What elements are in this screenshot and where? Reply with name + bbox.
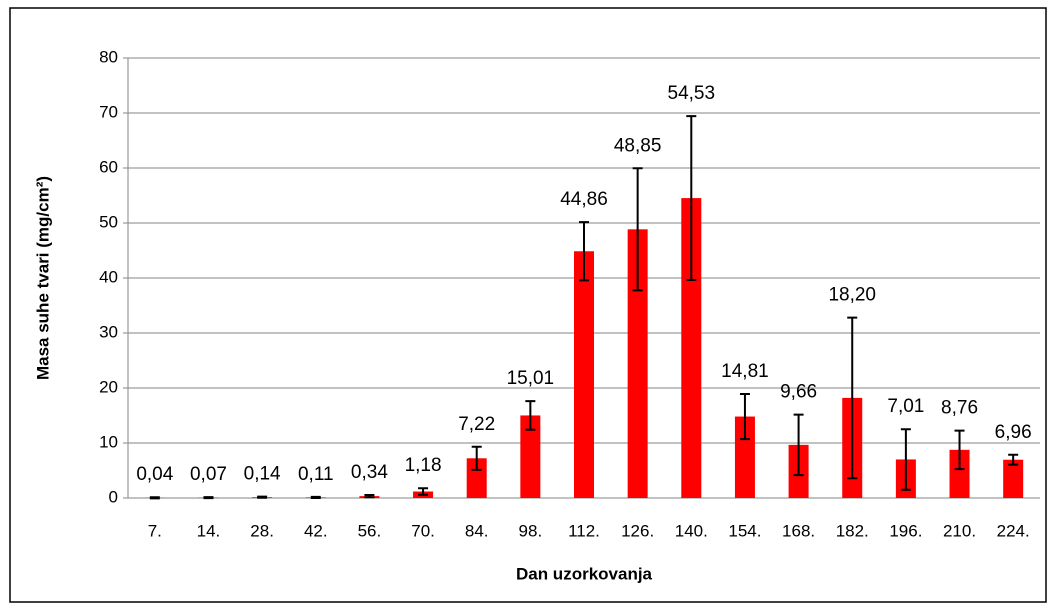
x-tick-label: 28.: [250, 521, 274, 540]
value-label: 9,66: [780, 382, 817, 403]
x-axis-title: Dan uzorkovanja: [516, 564, 653, 583]
x-tick-label: 140.: [675, 521, 708, 540]
value-label: 8,76: [941, 398, 978, 419]
x-tick-label: 210.: [943, 521, 976, 540]
error-bar: [364, 494, 375, 499]
x-tick-label: 70.: [411, 521, 435, 540]
bar: [574, 251, 594, 498]
x-tick-label: 42.: [304, 521, 328, 540]
error-bar: [900, 428, 911, 491]
error-bar: [149, 496, 160, 500]
x-tick-label: 14.: [197, 521, 221, 540]
value-label: 0,14: [244, 464, 281, 485]
x-tick-label: 126.: [621, 521, 654, 540]
bar: [520, 415, 541, 498]
bar: [734, 416, 755, 498]
chart-border: [9, 7, 1047, 603]
error-bar: [525, 400, 536, 431]
error-bar: [1008, 453, 1019, 466]
x-tick-label: 154.: [728, 521, 761, 540]
bar: [466, 458, 487, 498]
x-tick-label: 182.: [836, 521, 869, 540]
value-label: 14,81: [721, 361, 769, 382]
error-bar: [310, 495, 321, 499]
y-tick-label: 60: [99, 157, 118, 176]
x-tick-label: 112.: [568, 521, 600, 540]
y-tick-label: 50: [99, 212, 118, 231]
x-tick-label: 168.: [782, 521, 815, 540]
value-label: 0,34: [351, 462, 388, 483]
error-bar: [418, 487, 429, 496]
value-label: 0,11: [298, 464, 334, 485]
value-label: 44,86: [560, 189, 608, 210]
value-label: 15,01: [507, 368, 555, 389]
error-bar: [793, 413, 804, 477]
x-tick-label: 196.: [889, 521, 922, 540]
value-label: 18,20: [828, 285, 876, 306]
x-tick-label: 224.: [997, 521, 1030, 540]
value-label: 6,96: [995, 422, 1032, 443]
y-tick-label: 70: [99, 102, 118, 121]
y-tick-label: 80: [99, 47, 118, 66]
bar: [949, 449, 970, 498]
y-tick-label: 10: [99, 432, 118, 451]
bar: [1003, 459, 1024, 498]
value-label: 1,18: [405, 455, 442, 476]
error-bar: [847, 316, 858, 480]
value-label: 7,01: [887, 396, 924, 417]
bar: [627, 229, 648, 498]
y-tick-label: 40: [99, 267, 118, 286]
error-bar: [954, 429, 965, 471]
x-tick-label: 84.: [465, 521, 489, 540]
x-tick-label: 7.: [148, 521, 162, 540]
value-label: 7,22: [458, 414, 495, 435]
value-label: 54,53: [668, 83, 716, 104]
bar: [681, 198, 702, 498]
error-bar: [686, 115, 697, 282]
error-bar: [579, 221, 589, 282]
y-tick-label: 0: [109, 487, 118, 506]
error-bar: [203, 496, 214, 500]
y-tick-label: 20: [99, 377, 118, 396]
value-label: 0,07: [190, 464, 227, 485]
error-bar: [632, 167, 643, 292]
error-bar: [739, 392, 750, 441]
x-tick-label: 98.: [519, 521, 543, 540]
x-tick-label: 56.: [358, 521, 382, 540]
value-label: 0,04: [136, 464, 173, 485]
error-bar: [257, 495, 268, 499]
value-label: 48,85: [614, 135, 662, 156]
y-axis-title: Masa suhe tvari (mg/cm²): [33, 176, 52, 380]
error-bar: [471, 445, 482, 471]
y-tick-label: 30: [99, 322, 118, 341]
